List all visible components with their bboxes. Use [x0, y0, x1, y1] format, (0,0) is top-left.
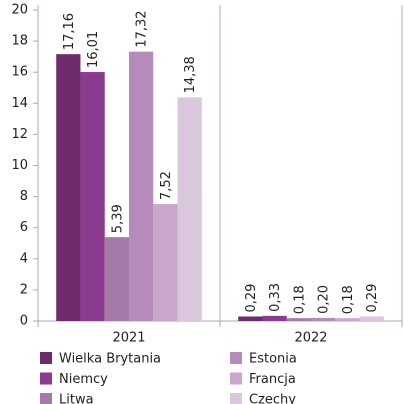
y-tick-label: 6 [20, 220, 28, 235]
bar [311, 317, 336, 321]
y-tick-label: 18 [11, 34, 28, 49]
bar [104, 237, 129, 321]
legend-label: Litwa [59, 393, 94, 404]
bar [80, 72, 105, 322]
bar [286, 318, 311, 321]
value-label: 17,32 [135, 10, 150, 47]
value-label: 0,29 [244, 284, 259, 313]
bar [262, 315, 287, 321]
x-tick-label: 2021 [112, 331, 145, 346]
value-label: 0,29 [365, 284, 380, 313]
value-label: 5,39 [110, 204, 125, 233]
y-tick-label: 20 [11, 3, 28, 18]
legend-label: Niemcy [59, 372, 108, 387]
value-label: 0,33 [268, 283, 283, 312]
legend-label: Czechy [249, 393, 296, 404]
value-label: 7,52 [159, 171, 174, 200]
y-tick-label: 14 [11, 96, 28, 111]
y-tick-label: 10 [11, 158, 28, 173]
y-tick-label: 0 [20, 314, 28, 329]
legend-swatch [230, 372, 242, 385]
y-tick-label: 2 [20, 282, 28, 297]
bar [153, 204, 178, 321]
legend-swatch [40, 372, 52, 385]
bar [335, 318, 360, 321]
y-tick-label: 16 [11, 65, 28, 80]
legend-swatch [40, 393, 52, 404]
bar [359, 316, 384, 321]
x-tick-label: 2022 [294, 331, 327, 346]
value-label: 16,01 [86, 31, 101, 68]
legend-label: Francja [249, 372, 296, 387]
bar [177, 97, 202, 322]
legend-label: Estonia [249, 352, 297, 367]
legend-swatch [230, 352, 242, 364]
y-tick-label: 12 [11, 127, 28, 142]
value-label: 14,38 [183, 56, 198, 93]
y-tick-label: 8 [20, 189, 28, 204]
value-label: 17,16 [62, 13, 77, 50]
bar [56, 54, 81, 322]
value-label: 0,18 [292, 285, 307, 314]
y-tick-label: 4 [20, 251, 28, 266]
bar [129, 51, 154, 321]
legend-swatch [230, 393, 242, 404]
legend-label: Wielka Brytania [59, 352, 161, 367]
value-label: 0,20 [317, 285, 332, 314]
legend-swatch [40, 352, 52, 364]
value-label: 0,18 [341, 285, 356, 314]
bar [238, 316, 263, 321]
